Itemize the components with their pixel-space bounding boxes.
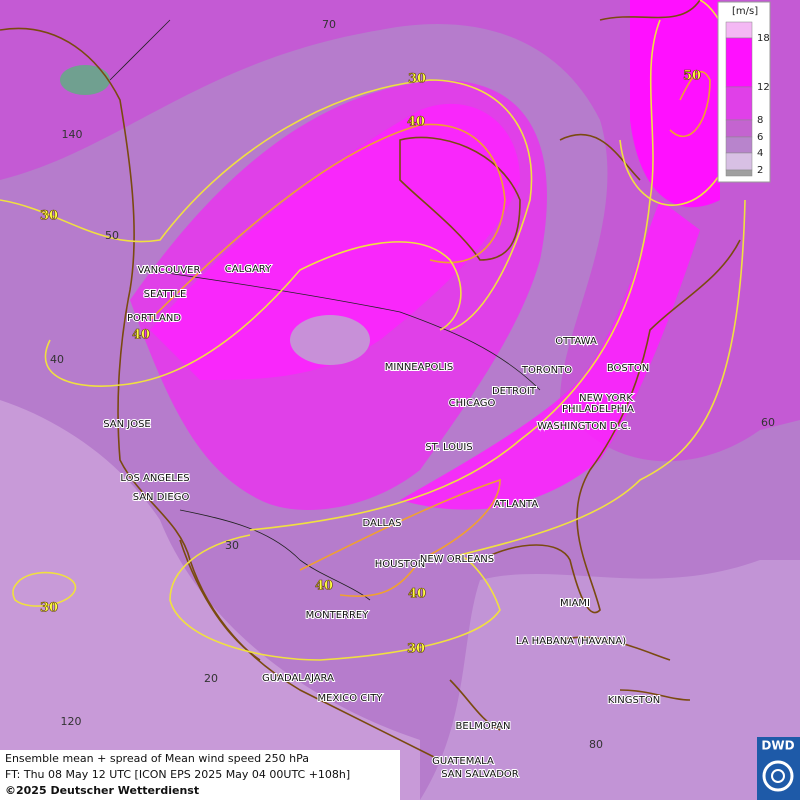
legend-swatch [725, 152, 753, 171]
logo-text: DWD [761, 739, 794, 753]
contour-label: 30 [40, 601, 58, 616]
grid-label: 50 [105, 229, 119, 242]
legend-swatch [725, 169, 753, 177]
city-label: TORONTO [521, 365, 572, 376]
legend-tick-label: 18 [757, 33, 770, 44]
city-label: HOUSTON [375, 559, 426, 570]
legend: 18 12 8 6 4 2 [725, 21, 770, 177]
city-label: OTTAWA [555, 336, 597, 347]
city-label: MONTERREY [306, 610, 370, 621]
city-label: GUADALAJARA [262, 673, 334, 684]
city-label: SAN SALVADOR [441, 769, 518, 780]
city-label: ATLANTA [494, 499, 539, 510]
city-label: MEXICO CITY [318, 693, 384, 704]
logo-icon [771, 769, 785, 783]
grid-label: 80 [589, 738, 603, 751]
city-label: PHILADELPHIA [562, 404, 634, 415]
city-label: CHICAGO [449, 398, 496, 409]
city-label: CALGARY [225, 264, 272, 275]
footer-line: FT: Thu 08 May 12 UTC [ICON EPS 2025 May… [5, 768, 350, 781]
city-label: ST. LOUIS [425, 442, 472, 453]
legend-swatch [725, 119, 753, 138]
borders [109, 19, 541, 601]
logo-icon [762, 760, 794, 792]
city-label: DETROIT [492, 386, 537, 397]
city-label: SAN JOSE [103, 419, 151, 430]
contour-label: 40 [408, 587, 426, 602]
city-label: SAN DIEGO [133, 492, 190, 503]
grid-label: 20 [204, 672, 218, 685]
city-label: MINNEAPOLIS [385, 362, 453, 373]
grid-label: 120 [61, 715, 82, 728]
contour-label: 30 [407, 642, 425, 657]
legend-swatch [725, 37, 753, 88]
city-label: DALLAS [363, 518, 402, 529]
footer-line: Ensemble mean + spread of Mean wind spee… [5, 752, 309, 765]
city-label: NEW ORLEANS [420, 554, 494, 565]
grid-label: 70 [322, 18, 336, 31]
contour-label: 40 [407, 115, 425, 130]
legend-tick-label: 8 [757, 115, 763, 126]
legend-tick-label: 6 [757, 132, 763, 143]
contour-label: 30 [408, 72, 426, 87]
contour-label: 40 [315, 579, 333, 594]
labels: VANCOUVER CALGARY SEATTLE PORTLAND SAN JOSE L… [40, 18, 775, 781]
legend-title: [m/s] [732, 6, 758, 17]
legend-tick-label: 12 [757, 82, 770, 93]
city-label: PORTLAND [127, 313, 181, 324]
city-label: BELMOPAN [456, 721, 511, 732]
grid-label: 40 [50, 353, 64, 366]
city-label: GUATEMALA [432, 756, 494, 767]
grid-label: 30 [225, 539, 239, 552]
grid-label: 60 [761, 416, 775, 429]
grid-label: 140 [62, 128, 83, 141]
contours [0, 0, 746, 661]
legend-swatch [725, 136, 753, 154]
legend-tick-label: 4 [757, 148, 763, 159]
footer-line: ©2025 Deutscher Wetterdienst [5, 784, 199, 797]
city-label: NEW YORK [579, 393, 633, 404]
city-label: MIAMI [560, 598, 590, 609]
legend-swatch [725, 21, 753, 39]
city-label: LA HABANA (HAVANA) [516, 636, 626, 647]
city-label: VANCOUVER [138, 265, 201, 276]
city-label: BOSTON [607, 363, 649, 374]
coastlines [0, 0, 741, 761]
city-label: KINGSTON [608, 695, 661, 706]
contour-label: 30 [40, 209, 58, 224]
city-label: LOS ANGELES [120, 473, 189, 484]
contour-label: 40 [132, 328, 150, 343]
legend-tick-label: 2 [757, 165, 763, 176]
legend-swatch [725, 86, 753, 121]
city-label: WASHINGTON D.C. [537, 421, 631, 432]
footer-box [0, 750, 400, 800]
contour-label: 50 [683, 69, 701, 84]
city-label: SEATTLE [144, 289, 187, 300]
